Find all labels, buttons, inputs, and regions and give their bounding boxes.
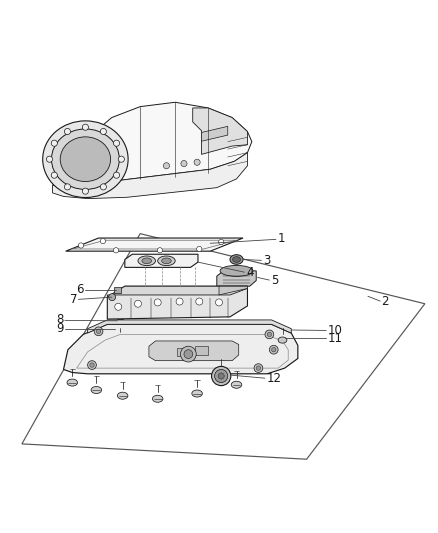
- Text: 2: 2: [381, 295, 389, 308]
- Circle shape: [215, 299, 223, 306]
- Ellipse shape: [117, 392, 128, 399]
- Circle shape: [51, 172, 57, 178]
- Circle shape: [269, 345, 278, 354]
- Circle shape: [82, 124, 88, 130]
- Ellipse shape: [152, 395, 163, 402]
- FancyBboxPatch shape: [114, 287, 121, 293]
- Ellipse shape: [142, 258, 152, 264]
- Polygon shape: [217, 271, 256, 286]
- Circle shape: [272, 348, 276, 352]
- Ellipse shape: [278, 337, 287, 343]
- Polygon shape: [113, 327, 127, 330]
- Circle shape: [267, 332, 272, 336]
- Text: 8: 8: [56, 313, 64, 326]
- Circle shape: [100, 184, 106, 190]
- Circle shape: [215, 369, 228, 383]
- Polygon shape: [107, 286, 247, 297]
- Ellipse shape: [162, 258, 171, 264]
- Text: 7: 7: [70, 293, 77, 306]
- Circle shape: [96, 329, 101, 334]
- Circle shape: [64, 128, 71, 134]
- Circle shape: [115, 303, 122, 310]
- Ellipse shape: [51, 129, 119, 189]
- Polygon shape: [125, 254, 198, 268]
- Polygon shape: [193, 108, 247, 155]
- Polygon shape: [53, 152, 247, 199]
- Circle shape: [100, 128, 106, 134]
- Circle shape: [64, 184, 71, 190]
- Text: 9: 9: [56, 322, 64, 335]
- Circle shape: [184, 350, 193, 359]
- Polygon shape: [64, 324, 298, 374]
- Ellipse shape: [230, 255, 243, 264]
- Text: 11: 11: [328, 332, 343, 345]
- Circle shape: [109, 294, 116, 301]
- Circle shape: [194, 159, 200, 165]
- Polygon shape: [66, 238, 243, 251]
- Circle shape: [88, 361, 96, 369]
- Circle shape: [82, 188, 88, 194]
- Circle shape: [180, 346, 196, 362]
- Circle shape: [46, 156, 53, 162]
- Text: 6: 6: [77, 283, 84, 296]
- Polygon shape: [149, 341, 239, 361]
- Text: 4: 4: [246, 265, 254, 279]
- Circle shape: [265, 330, 274, 339]
- Ellipse shape: [158, 256, 175, 265]
- Ellipse shape: [67, 379, 78, 386]
- Circle shape: [94, 327, 103, 336]
- Polygon shape: [201, 126, 228, 141]
- FancyBboxPatch shape: [195, 346, 208, 355]
- Text: 5: 5: [271, 274, 278, 287]
- Circle shape: [90, 363, 94, 367]
- FancyBboxPatch shape: [177, 348, 191, 356]
- Ellipse shape: [60, 137, 110, 182]
- Ellipse shape: [220, 265, 253, 276]
- Text: 12: 12: [266, 372, 281, 385]
- Ellipse shape: [42, 121, 128, 198]
- Text: 3: 3: [263, 254, 270, 267]
- Circle shape: [219, 239, 224, 245]
- Circle shape: [154, 299, 161, 306]
- Circle shape: [78, 243, 84, 248]
- Circle shape: [196, 298, 203, 305]
- Circle shape: [176, 298, 183, 305]
- Text: 10: 10: [328, 324, 343, 337]
- Polygon shape: [53, 102, 252, 185]
- Circle shape: [118, 156, 124, 162]
- Circle shape: [134, 300, 141, 307]
- Circle shape: [157, 248, 162, 253]
- Circle shape: [51, 140, 57, 146]
- Ellipse shape: [192, 390, 202, 397]
- Circle shape: [113, 248, 119, 253]
- Polygon shape: [219, 286, 247, 295]
- Polygon shape: [88, 320, 291, 333]
- Ellipse shape: [233, 257, 240, 262]
- Circle shape: [113, 172, 120, 178]
- Circle shape: [212, 366, 231, 386]
- Circle shape: [197, 246, 202, 252]
- Circle shape: [100, 238, 106, 244]
- Circle shape: [256, 366, 261, 370]
- Ellipse shape: [91, 386, 102, 393]
- Ellipse shape: [138, 256, 155, 265]
- Polygon shape: [117, 319, 123, 328]
- Polygon shape: [107, 286, 247, 319]
- Circle shape: [163, 163, 170, 169]
- Text: 1: 1: [278, 232, 286, 245]
- Circle shape: [254, 364, 263, 373]
- Ellipse shape: [231, 381, 242, 388]
- Circle shape: [113, 140, 120, 146]
- Circle shape: [218, 373, 224, 379]
- Circle shape: [181, 160, 187, 167]
